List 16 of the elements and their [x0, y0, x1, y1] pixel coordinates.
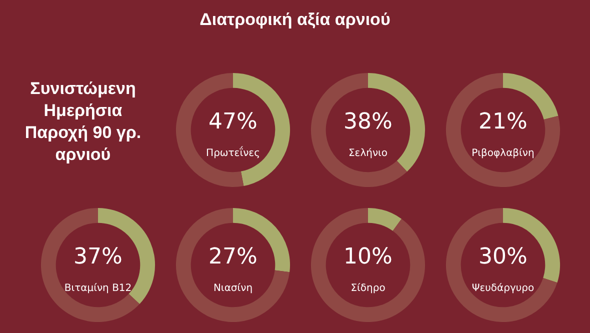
text: Ψευδάργυρο [472, 283, 534, 294]
data-label: 47% [208, 110, 258, 134]
text: Νιασίνη [213, 283, 253, 294]
data-label: 30% [478, 244, 528, 270]
data-label: 37% [74, 244, 122, 270]
text: Ριβοφλαβίνη [472, 148, 534, 160]
data-label: 10% [344, 244, 392, 270]
text: Διατροφική αξία αρνιού [198, 10, 392, 30]
text: Σελήνιο [348, 148, 388, 160]
data-label: 21% [478, 110, 528, 134]
text: Συνιστώμενη Ημερήσια Παροχή 90 γρ. αρνιού [24, 78, 142, 166]
text: Πρωτεΐνες [206, 146, 260, 160]
text: Σίδηρο [350, 283, 386, 294]
data-label: 38% [344, 110, 392, 134]
data-label: 27% [208, 244, 258, 270]
text: Βιταμίνη Β12 [64, 283, 132, 294]
